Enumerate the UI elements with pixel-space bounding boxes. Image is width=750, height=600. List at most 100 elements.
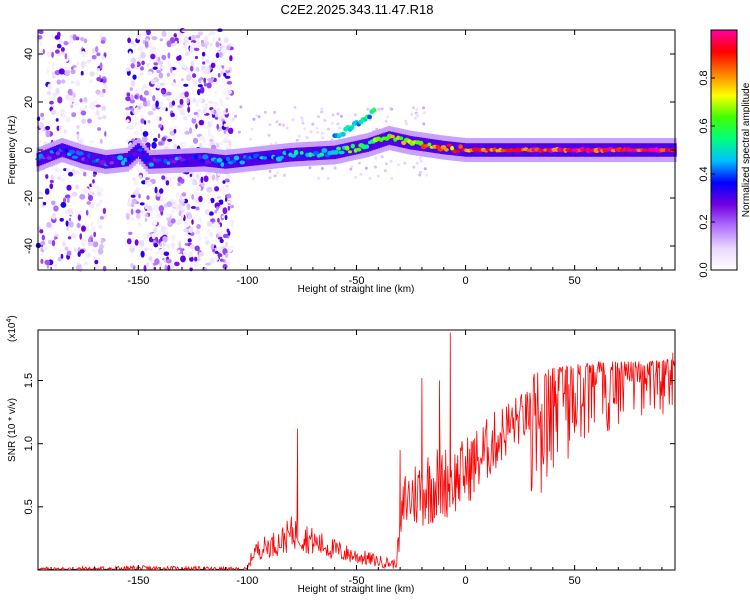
spectrogram-noise-cell (67, 208, 73, 213)
spectrogram-noise-cell (386, 115, 390, 119)
spectrogram-noise-cell (215, 52, 220, 59)
spectrogram-ridge-cell (84, 158, 89, 163)
spectrogram-noise-cell (164, 264, 168, 271)
spectrogram-noise-cell (169, 130, 175, 136)
spectrogram-noise-cell (148, 256, 153, 261)
spectrogram-noise-cell (145, 29, 151, 36)
spectrogram-noise-cell (100, 40, 106, 44)
spectrogram-noise-cell (209, 42, 213, 47)
spectrogram-noise-cell (40, 251, 44, 257)
spectrogram-ridge-band (317, 146, 322, 160)
spectrogram-noise-cell (91, 248, 98, 253)
spectrogram-noise-cell (195, 67, 200, 72)
spectrogram-noise-cell (202, 104, 208, 108)
spectrogram-noise-cell (64, 53, 68, 60)
spectrogram-noise-cell (198, 235, 202, 242)
spectrogram-ridge-band (355, 140, 359, 155)
spectrogram-noise-cell (205, 59, 210, 64)
snr-xtick-label: -150 (127, 575, 149, 587)
spectrogram-noise-cell (422, 106, 425, 110)
spectrogram-noise-cell (77, 214, 82, 221)
spectrogram-noise-cell (88, 213, 92, 218)
spectrogram-ridge-cell (262, 156, 268, 160)
spectrogram-noise-cell (189, 256, 194, 262)
spectrogram-noise-cell (234, 114, 237, 118)
colorbar-tick-label: 0.8 (698, 70, 710, 85)
spectrogram-noise-cell (79, 107, 85, 112)
spectrogram-noise-cell (300, 116, 304, 120)
spectrogram-noise-cell (76, 133, 80, 141)
spectrogram-noise-cell (197, 31, 203, 36)
spectrogram-noise-cell (224, 215, 228, 220)
spectrogram-noise-cell (175, 96, 179, 101)
spectrogram-noise-cell (163, 251, 170, 257)
spectrogram-noise-cell (153, 137, 158, 142)
spectrogram-ridge-band (84, 151, 88, 165)
spectrogram-noise-cell (225, 252, 229, 259)
spectrogram-noise-cell (212, 223, 215, 230)
spectrogram-ridge-cell (46, 156, 52, 160)
spectrogram-noise-cell (142, 135, 148, 143)
spectrogram-noise-cell (138, 222, 142, 228)
spectrogram-noise-cell (191, 219, 194, 225)
spectrogram-noise-cell (161, 107, 166, 111)
spectrogram-noise-cell (405, 122, 409, 126)
spectrogram-noise-cell (160, 89, 166, 94)
spectrogram-noise-cell (227, 246, 233, 253)
spectrogram-noise-cell (55, 49, 60, 54)
spectrogram-noise-cell (214, 202, 221, 209)
spectrogram-noise-cell (52, 62, 55, 70)
figure-title: C2E2.2025.343.11.47.R18 (281, 2, 434, 17)
spectrogram-noise-cell (175, 192, 180, 200)
spectrogram-noise-cell (102, 207, 107, 214)
spectrogram-noise-cell (181, 192, 187, 197)
spectrogram-noise-cell (147, 120, 151, 124)
spectrogram-noise-cell (51, 51, 54, 58)
spectrogram-noise-cell (57, 257, 63, 262)
spectrogram-noise-cell (181, 212, 184, 219)
colorbar-label: Normalized spectral amplitude (741, 82, 750, 217)
spectrogram-noise-cell (295, 138, 299, 142)
spectrogram-noise-cell (170, 82, 176, 87)
spectrogram-noise-cell (151, 36, 158, 41)
spectrogram-noise-cell (158, 205, 164, 212)
spectrogram-noise-cell (131, 198, 138, 204)
spectrogram-ridge-band (93, 152, 97, 167)
spectrogram-noise-cell (171, 100, 176, 106)
spectrogram-noise-cell (197, 88, 201, 96)
spectrogram-noise-cell (311, 122, 315, 126)
spectrogram-noise-cell (222, 180, 226, 184)
spectrogram-noise-cell (84, 261, 89, 266)
spectrogram-noise-cell (60, 178, 64, 182)
spectrogram-noise-cell (207, 33, 212, 38)
spectrogram-ridge-band (341, 143, 346, 158)
spectrogram-ridge-cell (450, 145, 455, 151)
spectrogram-ridge-cell (264, 152, 272, 157)
spectrogram-noise-cell (96, 77, 102, 82)
spectrogram-noise-cell (62, 197, 67, 203)
spectrogram-noise-cell (44, 188, 50, 195)
spectrogram-ridge-band (348, 142, 352, 156)
spectrogram-noise-cell (97, 116, 103, 120)
spectrogram-noise-cell (146, 63, 150, 67)
spectrogram-noise-cell (99, 216, 104, 220)
spectrogram-noise-cell (56, 125, 60, 131)
spectrogram-noise-cell (327, 127, 330, 131)
spectrogram-noise-cell (140, 118, 145, 124)
spectrogram-noise-cell (70, 66, 74, 70)
spectrogram-noise-cell (320, 107, 324, 111)
spectrogram-noise-cell (128, 51, 132, 57)
spectrogram-noise-cell (56, 43, 62, 49)
spectrogram-noise-cell (143, 90, 150, 96)
spectrogram-noise-cell (139, 202, 145, 206)
spectrogram-noise-cell (128, 231, 133, 235)
spectrogram-noise-cell (198, 217, 202, 223)
spectrogram-ridge-band (226, 155, 230, 169)
spectrogram-noise-cell (91, 55, 97, 60)
spectrogram-noise-cell (83, 96, 88, 103)
spectrogram-noise-cell (98, 187, 104, 194)
spectrogram-noise-cell (79, 193, 86, 200)
spectrogram-ridge-band (82, 150, 86, 164)
spectrogram-noise-cell (125, 213, 130, 220)
spectrogram-noise-cell (192, 73, 197, 78)
